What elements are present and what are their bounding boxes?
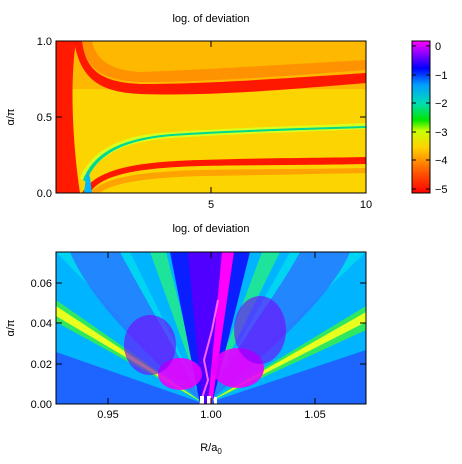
top-cyan-spike: [84, 170, 92, 193]
top-y-tick-label: 1.0: [37, 36, 52, 48]
bottom-y-axis-label: α/π: [5, 319, 17, 336]
bottom-magenta-pocket-left: [158, 358, 202, 390]
bottom-heatmap: [56, 252, 366, 404]
colorbar-ticks: [412, 45, 430, 190]
colorbar-tick-label: 0: [435, 41, 441, 53]
bottom-white-spot: [207, 396, 211, 404]
top-y-axis-label: α/π: [5, 108, 17, 125]
colorbar-tick-label: −1: [435, 70, 448, 82]
colorbar-tick-label: −5: [435, 184, 448, 196]
colorbar-tick-label: −2: [435, 98, 448, 110]
bottom-blue-lobe-left-low: [56, 352, 205, 404]
top-y-tick-label: 0.5: [37, 112, 52, 124]
bottom-axes: [56, 252, 366, 405]
bottom-white-spot: [200, 396, 204, 404]
top-x-tick-label: 10: [360, 199, 372, 211]
bottom-y-tick-label: 0.06: [31, 278, 52, 290]
bottom-x-axis-label: R/a0: [200, 442, 222, 456]
bottom-x-tick-label: 1.00: [200, 409, 221, 421]
top-lower-orange-band: [90, 168, 366, 193]
bottom-magenta-crack: [199, 299, 219, 404]
top-y-tick-label: 0.0: [37, 188, 52, 200]
colorbar-tick-label: −4: [435, 155, 448, 167]
top-title: log. of deviation: [172, 13, 249, 25]
bottom-y-tick-label: 0.02: [31, 359, 52, 371]
colorbar-tick-label: −3: [435, 127, 448, 139]
bottom-x-tick-label: 0.95: [97, 409, 118, 421]
colorbar: [411, 40, 431, 194]
top-x-tick-label: 5: [208, 199, 214, 211]
top-left-red-wedge: [56, 41, 80, 193]
bottom-blue-lobe-right-low: [205, 350, 366, 404]
top-lower-red-band: [82, 157, 366, 193]
bottom-x-tick-label: 1.05: [304, 409, 325, 421]
top-upper-red-band: [74, 41, 366, 95]
bottom-white-spot: [214, 397, 217, 404]
top-heatmap: [56, 41, 366, 193]
top-axes: [55, 40, 367, 194]
bottom-violet-pocket-right: [234, 296, 286, 364]
bottom-y-tick-label: 0.00: [31, 399, 52, 411]
bottom-y-tick-label: 0.04: [31, 318, 52, 330]
bottom-title: log. of deviation: [172, 223, 249, 235]
top-upper-orange-halo: [82, 41, 366, 82]
bottom-violet-pocket-left: [124, 315, 176, 375]
x-axis-label-subscript: 0: [217, 447, 222, 456]
